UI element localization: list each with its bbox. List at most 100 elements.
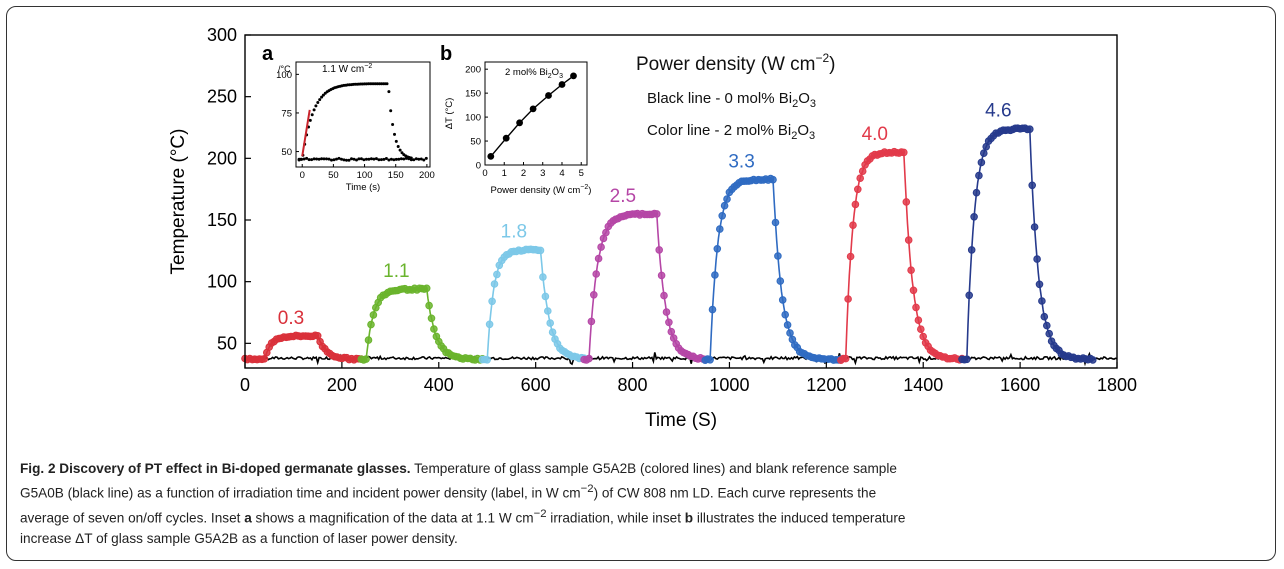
inset-a-baseline-point [327,157,331,161]
series-point [786,329,794,337]
series-point [655,246,664,254]
inset-a-series-point [385,82,389,86]
series-4.0: 4.0 [837,124,966,365]
series-point [769,175,777,184]
caption-line-2a: G5A0B (black line) as a function of irra… [20,485,581,501]
power-label-2.5: 2.5 [610,186,636,207]
series-point [778,296,787,304]
series-point [1089,356,1097,364]
series-point [1045,329,1053,338]
series-point [783,321,792,329]
inset-b-y-tick-label: 100 [465,113,481,124]
inset-a-baseline-point [317,157,321,161]
caption-line-1: Temperature of glass sample G5A2B (color… [410,461,897,476]
series-3.3: 3.3 [701,151,845,365]
inset-a-series-point [318,98,322,102]
series-point [708,305,717,314]
inset-a-series-point [310,113,314,117]
legend-color-line: Color line - 2 mol% Bi2O3 [647,122,815,142]
inset-b-y-tick-label: 150 [465,89,481,100]
series-point [1026,125,1034,133]
inset-b-x-tick-label: 0 [482,168,487,179]
inset-a-title: 1.1 W cm−2 [322,63,372,75]
inset-b-point [502,134,510,142]
power-label-4.6: 4.6 [985,101,1011,122]
inset-a-series-point [394,139,398,143]
series-1.1: 1.1 [357,261,487,364]
power-label-0.3: 0.3 [278,308,304,329]
series-point [1030,223,1039,231]
series-point [854,185,862,194]
inset-a-baseline-point [382,157,386,161]
inset-a-series-point [389,109,393,113]
inset-b-point [570,72,577,80]
y-tick-label: 100 [207,272,237,292]
series-point [919,332,928,341]
series-point [716,225,724,233]
series-point [662,308,671,316]
inset-a-baseline-point [362,158,366,162]
inset-b-y-tick-label: 200 [465,65,481,76]
y-axis-title: Temperature (°C) [168,129,189,275]
y-tick-label: 50 [217,333,237,353]
inset-a-series-point [391,123,395,126]
x-tick-label: 1600 [1000,375,1040,395]
series-point [657,271,666,280]
x-tick-label: 1400 [903,375,943,395]
inset-a-baseline-point [347,158,351,162]
inset-a-series-point [314,104,318,108]
inset-a-baseline-point [384,157,388,160]
series-1.8: 1.8 [478,222,588,364]
inset-a-baseline-point [417,157,421,161]
series-point [544,307,552,315]
inset-a-baseline-point [412,158,416,162]
series-point [667,327,676,336]
inset-a-xlabel: Time (s) [346,182,380,193]
series-point [362,355,370,363]
inset-b-xlabel: Power density (W cm−2) [491,184,592,196]
inset-a-baseline-point [359,157,363,161]
series-point [965,291,974,300]
inset-b-ylabel: ΔT (°C) [444,98,455,130]
series-point [900,148,908,157]
inset-b-point [529,105,537,113]
series-point [781,310,790,319]
inset-a-baseline-point [372,157,376,161]
inset-a-baseline-point [310,158,314,162]
series-point [539,273,547,281]
caption-line-3b: shows a magnification of the data at 1.1… [251,510,534,526]
inset-a-frame [295,61,431,168]
y-tick-label: 250 [207,87,237,107]
inset-a-series-point [312,108,316,112]
inset-a-baseline-point [399,157,403,161]
inset-a-baseline-point [352,157,356,161]
inset-a-x-tick-label: 200 [419,170,435,181]
inset-a-baseline-point [369,157,373,161]
series-point [367,320,375,329]
series-point [975,171,983,180]
series-point [904,236,913,244]
series-point [364,336,373,344]
series-point [723,195,731,203]
power-label-1.1: 1.1 [383,261,409,282]
inset-b-y-tick-label: 50 [470,137,481,148]
inset-a-baseline-point [325,157,328,161]
series-point [590,291,598,299]
series-point [653,210,661,218]
series-point [597,243,605,251]
caption-inset-a-ref: a [244,510,252,526]
inset-b-y-tick-label: 0 [476,161,481,172]
legend: Power density (W cm−2) Black line - 0 mo… [636,51,836,142]
legend-title: Power density (W cm−2) [636,51,836,75]
inset-a-y-tick-label: 50 [281,147,292,158]
series-0.3: 0.3 [241,308,366,364]
legend-black-line: Black line - 0 mol% Bi2O3 [647,90,816,110]
series-point [963,355,971,364]
series-point [427,314,436,323]
plot-frame [244,34,1118,369]
series-point [774,252,782,260]
inset-a-baseline-point [422,158,426,162]
inset-b-x-tick-label: 1 [502,168,507,179]
baseline-series-line [244,351,1118,367]
